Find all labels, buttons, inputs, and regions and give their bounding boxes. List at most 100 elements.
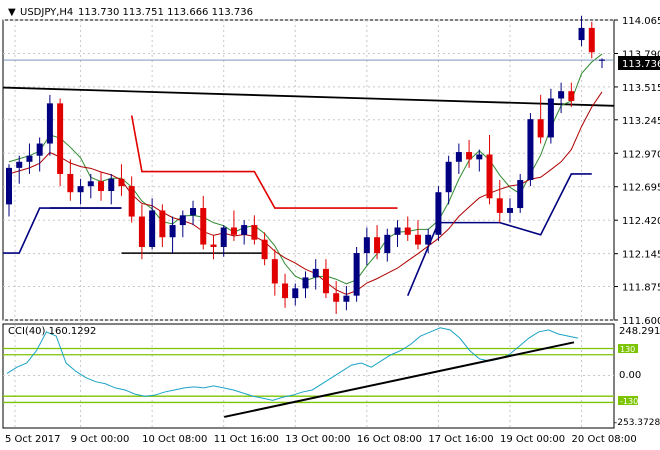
candle-body bbox=[241, 225, 248, 235]
candle-body bbox=[108, 178, 115, 191]
candle-body bbox=[261, 239, 268, 260]
candle-body bbox=[190, 208, 197, 216]
candle-body bbox=[414, 234, 421, 245]
candle bbox=[506, 198, 513, 223]
cci-uptrend-line bbox=[223, 341, 575, 418]
candle-body bbox=[128, 186, 135, 217]
cci-level-badge-plus bbox=[618, 344, 638, 353]
candle bbox=[435, 186, 442, 241]
candle bbox=[588, 21, 595, 59]
candle bbox=[517, 173, 524, 213]
candle bbox=[128, 176, 135, 223]
candle-body bbox=[138, 216, 145, 247]
candle-body bbox=[445, 161, 452, 193]
candle-body bbox=[210, 244, 217, 247]
candle-body bbox=[578, 27, 585, 41]
candle bbox=[425, 228, 432, 254]
candle bbox=[241, 220, 248, 245]
candle bbox=[322, 259, 329, 299]
candle bbox=[282, 273, 289, 308]
candle bbox=[333, 281, 340, 314]
cci-level-badge-minus bbox=[618, 396, 638, 405]
candle bbox=[77, 178, 84, 205]
candle-body bbox=[169, 225, 176, 238]
candle bbox=[568, 82, 575, 108]
cci-line bbox=[6, 327, 579, 401]
time-tick-label: 10 Oct 08:00 bbox=[142, 434, 207, 445]
candle-body bbox=[26, 155, 33, 162]
candle bbox=[67, 159, 74, 201]
candle-body bbox=[558, 91, 565, 99]
cci-label: CCI(40) 160.1292 bbox=[8, 326, 96, 337]
candle-body bbox=[384, 234, 391, 254]
time-tick-label: 11 Oct 16:00 bbox=[214, 434, 279, 445]
candle bbox=[374, 225, 381, 260]
candle bbox=[271, 249, 278, 296]
candle bbox=[230, 210, 237, 241]
candle bbox=[118, 164, 125, 196]
red-stop-line bbox=[130, 115, 398, 209]
candle-body bbox=[312, 268, 319, 278]
price-tick-label: 111.600 bbox=[622, 316, 660, 327]
symbol-label: USDJPY,H4 bbox=[20, 7, 73, 18]
candle bbox=[527, 113, 534, 187]
candle bbox=[169, 216, 176, 254]
candle bbox=[251, 215, 258, 245]
candle bbox=[26, 143, 33, 174]
candle bbox=[108, 173, 115, 205]
candle bbox=[179, 210, 186, 238]
candle-body bbox=[599, 59, 605, 61]
candle-body bbox=[149, 210, 156, 247]
candle-body bbox=[118, 178, 125, 187]
descending-trendline bbox=[2, 86, 615, 107]
candle bbox=[210, 234, 217, 260]
candle-body bbox=[486, 154, 493, 199]
candle bbox=[159, 204, 166, 247]
candle-body bbox=[425, 234, 432, 245]
time-tick-label: 17 Oct 16:00 bbox=[428, 434, 493, 445]
cci-level-plus: 130 bbox=[620, 345, 635, 354]
blue-stop-line-left bbox=[3, 207, 122, 254]
candle bbox=[138, 204, 145, 260]
candle-body bbox=[251, 225, 258, 240]
slow-moving-average bbox=[8, 91, 603, 295]
candlestick-series bbox=[6, 15, 605, 314]
candle-body bbox=[466, 152, 473, 160]
candle bbox=[87, 173, 94, 199]
candle-body bbox=[46, 103, 53, 144]
candle-body bbox=[435, 192, 442, 235]
candle bbox=[302, 271, 309, 299]
candle-body bbox=[6, 167, 12, 205]
candle bbox=[36, 137, 43, 172]
candle-body bbox=[517, 180, 524, 209]
price-tick-label: 114.065 bbox=[622, 16, 660, 27]
candle bbox=[261, 232, 268, 266]
candle bbox=[496, 180, 503, 223]
candle-body bbox=[200, 208, 207, 245]
candle-body bbox=[537, 119, 544, 138]
candle-body bbox=[292, 288, 299, 299]
candle-body bbox=[98, 181, 105, 191]
candle-body bbox=[394, 227, 401, 235]
candle bbox=[363, 227, 370, 266]
candle-body bbox=[568, 91, 575, 101]
symbol-dropdown-icon[interactable]: ▼ bbox=[8, 7, 16, 18]
time-tick-label: 16 Oct 08:00 bbox=[357, 434, 422, 445]
candle-body bbox=[588, 27, 595, 53]
candle-body bbox=[179, 215, 186, 226]
candle-body bbox=[476, 154, 483, 160]
candle bbox=[292, 283, 299, 306]
price-badge-value: 113.736 bbox=[622, 59, 660, 70]
candle-body bbox=[271, 259, 278, 284]
time-tick-label: 5 Oct 2017 bbox=[5, 434, 60, 445]
cci-panel-lines bbox=[6, 327, 579, 418]
price-tick-label: 112.695 bbox=[622, 183, 660, 194]
candle-body bbox=[302, 277, 309, 289]
candle bbox=[547, 88, 554, 144]
candle-body bbox=[230, 227, 237, 235]
cci-zero-level: 0.00 bbox=[619, 370, 641, 381]
candle-body bbox=[527, 119, 534, 181]
candle-body bbox=[77, 186, 84, 193]
candle bbox=[404, 216, 411, 241]
